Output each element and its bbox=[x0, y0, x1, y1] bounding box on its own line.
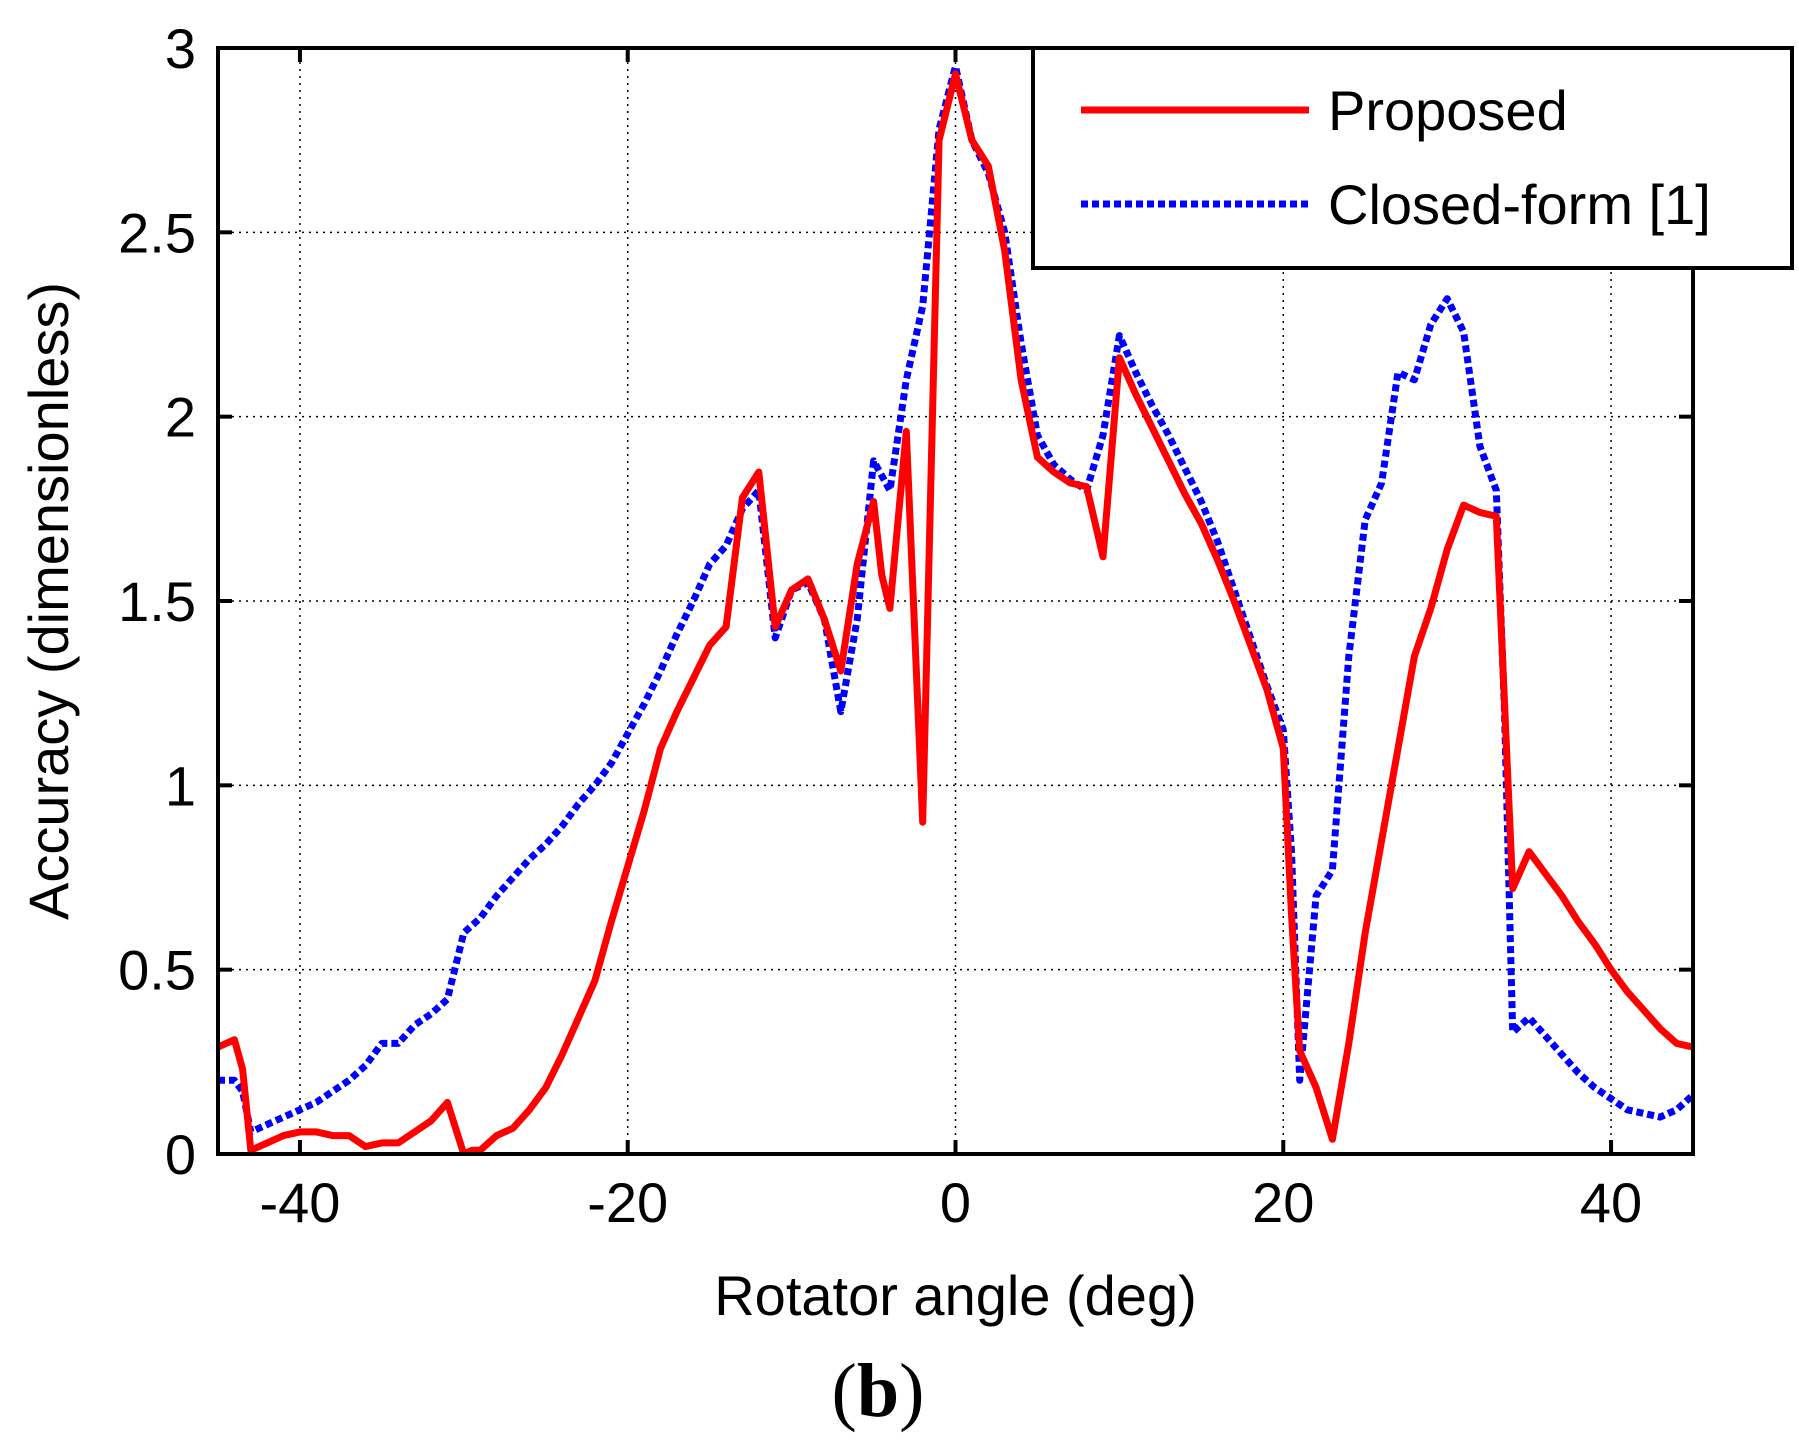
y-tick-label: 2 bbox=[165, 386, 196, 449]
panel-label: (b) bbox=[832, 1349, 925, 1433]
y-tick-label: 2.5 bbox=[118, 201, 196, 264]
series-lines bbox=[218, 62, 1693, 1154]
series-line-proposed bbox=[218, 70, 1693, 1154]
y-axis-label: Accuracy (dimensionless) bbox=[17, 282, 80, 920]
x-tick-label: 0 bbox=[940, 1171, 971, 1234]
y-tick-label: 3 bbox=[165, 17, 196, 80]
x-tick-label: 20 bbox=[1252, 1171, 1314, 1234]
x-tick-label: 40 bbox=[1580, 1171, 1642, 1234]
legend: Proposed Closed-form [1] bbox=[1031, 46, 1794, 270]
panel-label-letter: b bbox=[857, 1349, 899, 1433]
panel-label-close: ) bbox=[899, 1349, 924, 1433]
legend-label-proposed: Proposed bbox=[1328, 79, 1568, 142]
y-tick-label: 0 bbox=[165, 1123, 196, 1186]
y-tick-label: 1 bbox=[165, 754, 196, 817]
x-axis-label: Rotator angle (deg) bbox=[714, 1264, 1197, 1327]
y-tick-label: 1.5 bbox=[118, 570, 196, 633]
legend-label-closed-form: Closed-form [1] bbox=[1328, 173, 1711, 236]
legend-box bbox=[1031, 46, 1794, 270]
x-tick-label: -40 bbox=[259, 1171, 340, 1234]
x-tick-label: -20 bbox=[587, 1171, 668, 1234]
panel-label-open: ( bbox=[832, 1349, 857, 1433]
y-tick-label: 0.5 bbox=[118, 939, 196, 1002]
axis-ticks: -40 -20 0 20 40 0 0.5 1 1.5 2 2.5 3 bbox=[118, 17, 1693, 1234]
